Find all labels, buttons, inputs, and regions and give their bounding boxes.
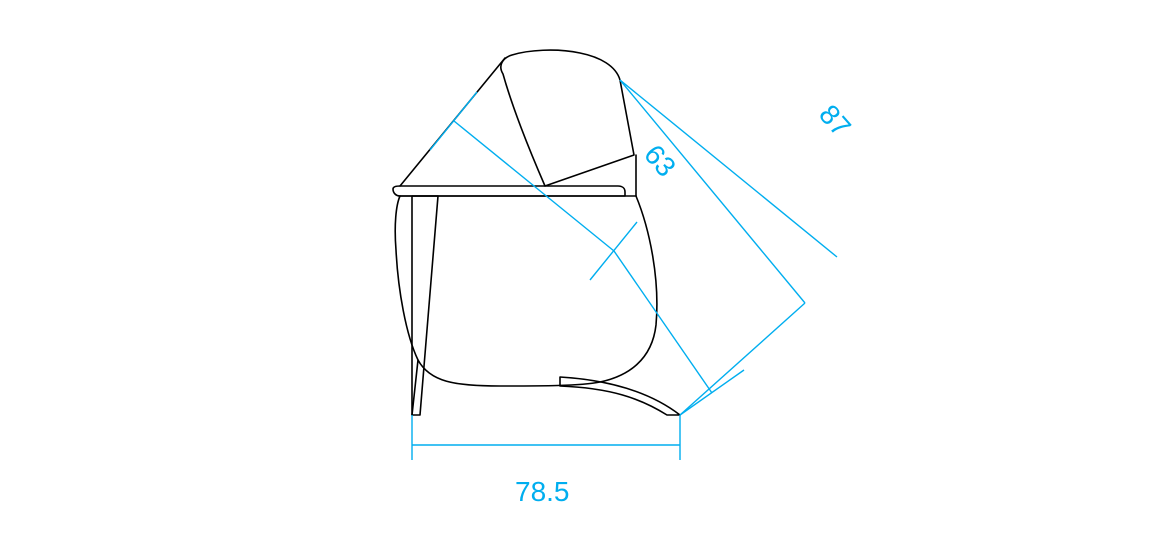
technical-drawing: 78.5 63 87 xyxy=(0,0,1171,541)
drawing-canvas xyxy=(0,0,1171,541)
chair-outline xyxy=(393,50,680,415)
dimension-width-label: 78.5 xyxy=(515,478,570,506)
dimension-lines xyxy=(412,80,837,460)
